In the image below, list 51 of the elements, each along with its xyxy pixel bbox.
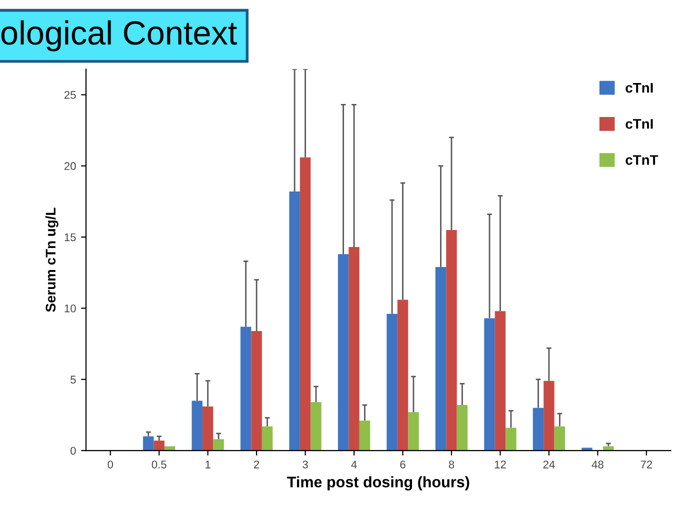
x-tick-label: 2 bbox=[254, 460, 260, 468]
x-tick-label: 0.5 bbox=[152, 460, 166, 468]
bar bbox=[262, 426, 273, 451]
bar bbox=[408, 412, 419, 451]
bar bbox=[544, 380, 554, 451]
x-tick-label: 8 bbox=[448, 460, 454, 468]
bar bbox=[289, 192, 300, 451]
bar bbox=[251, 331, 262, 451]
legend-label: cTnI bbox=[626, 83, 653, 93]
legend-label: cTnT bbox=[626, 155, 658, 165]
bar bbox=[154, 440, 164, 451]
chart-title: ological Context bbox=[1, 20, 237, 52]
bar bbox=[582, 448, 592, 451]
x-tick-label: 0 bbox=[108, 460, 114, 468]
bar bbox=[484, 318, 495, 451]
x-tick-label: 4 bbox=[351, 460, 357, 468]
x-axis-title: Time post dosing (hours) bbox=[287, 476, 470, 491]
bar bbox=[348, 247, 360, 451]
legend-label: cTnI bbox=[626, 119, 653, 129]
bar bbox=[240, 326, 252, 451]
bar bbox=[143, 436, 154, 451]
bar bbox=[397, 300, 408, 451]
bar bbox=[435, 266, 446, 451]
bar bbox=[456, 405, 468, 451]
x-tick-label: 24 bbox=[543, 460, 555, 468]
y-tick-label: 20 bbox=[64, 162, 76, 170]
y-tick-label: 15 bbox=[64, 233, 76, 242]
bar bbox=[310, 402, 322, 451]
bar bbox=[338, 254, 349, 451]
bar bbox=[532, 408, 544, 451]
bar bbox=[213, 439, 224, 451]
bar bbox=[300, 157, 311, 451]
x-tick-label: 12 bbox=[494, 460, 506, 468]
x-tick-label: 72 bbox=[640, 460, 652, 468]
bar bbox=[446, 230, 457, 451]
x-tick-label: 1 bbox=[206, 460, 210, 468]
bar bbox=[202, 406, 214, 451]
bar bbox=[554, 426, 566, 451]
x-tick-label: 6 bbox=[400, 460, 406, 468]
y-tick-label: 25 bbox=[64, 91, 76, 99]
x-tick-label: 3 bbox=[302, 460, 308, 468]
y-tick-label: 10 bbox=[64, 304, 76, 312]
y-tick-label: 5 bbox=[70, 376, 76, 384]
x-tick-label: 48 bbox=[592, 460, 604, 468]
bar bbox=[359, 420, 370, 451]
bar bbox=[506, 428, 516, 451]
bar bbox=[192, 400, 202, 451]
y-tick-label: 0 bbox=[70, 446, 76, 455]
bar bbox=[386, 314, 398, 451]
y-axis-title: Serum cTn ug/L bbox=[45, 208, 58, 312]
bar bbox=[494, 311, 506, 451]
